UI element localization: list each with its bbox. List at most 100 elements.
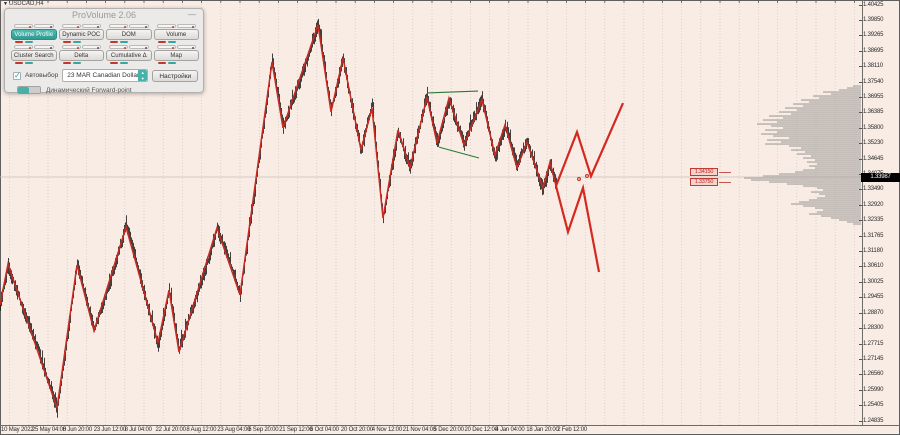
time-axis-label: 18 Jan 20:00 [526, 427, 559, 433]
price-axis-label: 1.31180 [859, 248, 883, 254]
volume-profile-bar [831, 93, 861, 95]
mini-pill-button[interactable] [81, 45, 101, 49]
panel-button-dynamic-poc[interactable]: Dynamic POC [58, 29, 104, 40]
price-axis-label: 1.30025 [858, 278, 884, 285]
price-axis-label: 1.33490 [858, 186, 884, 193]
volume-profile-bar [815, 167, 861, 169]
current-price-badge: 1.33987 [861, 172, 900, 182]
volume-profile-bar [783, 127, 861, 129]
volume-profile-bar [809, 213, 861, 215]
volume-profile-bar [815, 159, 861, 161]
panel-button-dom[interactable]: DOM [106, 29, 152, 40]
volume-profile-bar [839, 219, 861, 221]
symbol-text: USDCAD,H4 [8, 1, 44, 7]
volume-profile-bar [771, 125, 861, 127]
volume-profile-bar [791, 113, 861, 115]
price-axis-label: 1.38110 [859, 63, 883, 70]
forward-point-toggle[interactable] [17, 86, 41, 94]
volume-profile-bar [831, 217, 861, 219]
volume-profile-bar [797, 153, 861, 155]
volume-profile-bar [803, 169, 861, 171]
price-axis-label: 1.25990 [858, 386, 884, 393]
volume-profile-bar [761, 133, 861, 135]
price-axis-line [862, 0, 863, 425]
panel-button-delta[interactable]: Delta [58, 50, 104, 61]
forward-level-upper[interactable]: 1.34150 [690, 168, 731, 176]
price-axis-label: 1.27715 [858, 340, 884, 347]
volume-profile-bar [817, 197, 861, 199]
wedge-upper-line [426, 90, 479, 94]
panel-button-volume-profile[interactable]: Volume Profile [11, 29, 57, 40]
volume-profile-bar [797, 109, 861, 111]
mini-indicator [167, 62, 176, 64]
price-axis[interactable]: 1.40425 1.39850 1.39265 1.38695 1.38110 1.375… [858, 0, 900, 425]
mini-indicator [110, 41, 118, 43]
mini-pill-button[interactable] [176, 45, 196, 49]
zigzag-line [0, 24, 557, 409]
mini-indicator [72, 41, 81, 43]
panel-button-cell: Map [153, 45, 199, 65]
volume-profile-bar [765, 143, 861, 145]
volume-profile-bar [809, 101, 861, 103]
minimize-button[interactable]: — [188, 10, 196, 19]
projection-up-line [554, 102, 625, 187]
check-icon: ✓ [14, 70, 21, 80]
mini-pill-button[interactable] [34, 24, 54, 28]
price-axis-label: 1.37540 [858, 78, 884, 85]
mini-indicator [110, 62, 118, 64]
time-axis-label: 2 Feb 12:00 [557, 427, 588, 433]
mini-pill-button[interactable] [156, 45, 176, 49]
volume-profile-bar [777, 121, 861, 123]
volume-profile-bar [787, 183, 861, 185]
mini-pill-button[interactable] [81, 24, 101, 28]
panel-button-cluster-search[interactable]: Cluster Search [11, 50, 57, 61]
panel-button-map[interactable]: Map [153, 50, 199, 61]
volume-profile-bar [805, 151, 861, 153]
spinner-icon[interactable]: ▲ ▼ [138, 70, 148, 81]
gridlines [9, 4, 855, 425]
price-axis-label: 1.39265 [858, 32, 884, 39]
chart-plot[interactable] [0, 0, 862, 425]
volume-profile-bar [795, 171, 861, 173]
time-axis-label: 20 Oct 20:00 [340, 427, 373, 433]
volume-profile-bar [781, 141, 861, 143]
mini-indicator [62, 41, 71, 43]
price-axis-label: 1.39850 [858, 16, 884, 23]
button-row-2: Cluster Search Delta Cumulative Δ Map [11, 45, 199, 65]
time-axis[interactable]: 10 May 2022 25 May 04:00 8 Jun 20:00 23 Jun… [0, 426, 900, 435]
panel-button-volume[interactable]: Volume [153, 29, 199, 40]
time-axis-label: 20 Dec 12:00 [464, 427, 498, 433]
toggle-knob [18, 87, 29, 94]
provolume-panel: ProVolume 2.06 — Volume Profile Dynamic P… [4, 8, 204, 94]
panel-row-toggle: Динамический Forward-point [17, 86, 132, 94]
chart-canvas[interactable] [0, 0, 862, 425]
mini-pill-button[interactable] [34, 45, 54, 49]
mini-indicator [120, 41, 128, 43]
mini-pill-button[interactable] [61, 45, 81, 49]
symbol-dropdown-icon[interactable]: ▼ [3, 1, 8, 7]
mini-pill-button[interactable] [129, 24, 149, 28]
time-axis-label: 4 Jan 04:00 [495, 427, 525, 433]
mini-pill-button[interactable] [14, 45, 34, 49]
mini-pill-button[interactable] [156, 24, 176, 28]
wedge-lower-line [438, 146, 480, 159]
mini-pill-button[interactable] [129, 45, 149, 49]
volume-profile-bar [793, 103, 861, 105]
settings-button[interactable]: Настройки [152, 69, 199, 82]
contract-select[interactable]: 23 MAR Canadian Dollar ▲ ▼ [62, 69, 149, 82]
mini-indicator [167, 41, 176, 43]
mini-pill-button[interactable] [109, 45, 129, 49]
panel-button-cumulative-[interactable]: Cumulative Δ [106, 50, 152, 61]
price-axis-label: 1.30610 [858, 263, 884, 270]
volume-profile-bar [847, 87, 861, 89]
forward-level-lower[interactable]: 1.33750 [690, 178, 731, 186]
mini-pill-button[interactable] [61, 24, 81, 28]
autoselect-checkbox[interactable]: ✓ [13, 70, 21, 80]
mini-pill-button[interactable] [109, 24, 129, 28]
price-axis-label: 1.34645 [858, 155, 884, 162]
mini-pill-button[interactable] [176, 24, 196, 28]
mini-indicator [25, 41, 33, 43]
forward-point-marker [585, 174, 589, 178]
mini-pill-button[interactable] [14, 24, 34, 28]
volume-profile-bar [803, 157, 861, 159]
